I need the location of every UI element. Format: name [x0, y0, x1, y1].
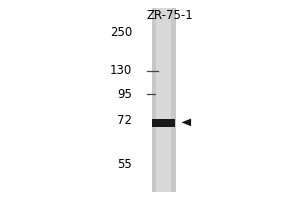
Text: 95: 95 [117, 88, 132, 100]
Text: 55: 55 [117, 158, 132, 171]
Polygon shape [182, 119, 191, 126]
Text: 130: 130 [110, 64, 132, 77]
Text: 250: 250 [110, 26, 132, 40]
Text: 72: 72 [117, 114, 132, 128]
Bar [152, 8, 176, 192]
Bar [152, 119, 175, 127]
Bar [156, 8, 171, 192]
Text: ZR-75-1: ZR-75-1 [146, 9, 193, 22]
